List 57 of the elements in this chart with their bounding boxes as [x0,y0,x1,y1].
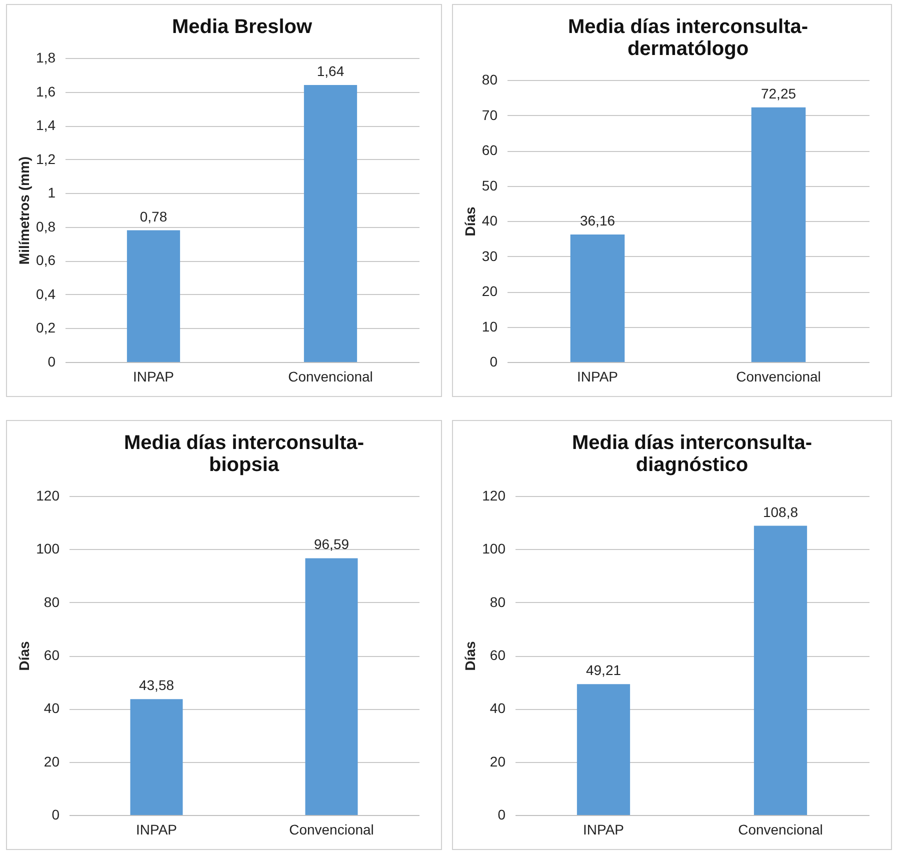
y-tick-label: 0 [498,806,506,822]
y-tick-label: 1,8 [36,50,56,66]
y-tick-label: 40 [44,700,60,716]
y-tick-label: 20 [44,753,60,770]
data-label: 36,16 [580,212,616,229]
x-tick-label: Convencional [288,368,373,384]
y-tick-label: 0 [490,354,498,370]
data-label: 108,8 [762,504,798,520]
y-tick-label: 60 [482,142,498,158]
data-label: 49,21 [586,662,622,678]
y-tick-label: 40 [490,700,506,716]
data-label: 43,58 [138,677,174,694]
y-tick-label: 20 [490,753,506,770]
y-tick-label: 30 [482,248,498,264]
y-tick-label: 20 [482,283,498,299]
x-tick-label: Convencional [738,822,823,838]
y-tick-label: 50 [482,177,498,194]
y-tick-label: 0 [48,354,56,370]
y-tick-label: 0 [52,806,60,822]
y-tick-label: 40 [482,212,498,228]
x-tick-label: Convencional [289,822,374,838]
y-tick-label: 0,6 [36,252,56,268]
y-tick-label: 120 [482,488,506,504]
y-tick-label: 80 [44,594,60,610]
chart-title: Media días interconsulta-diagnóstico [572,432,812,476]
y-tick-label: 100 [36,540,60,557]
y-tick-label: 1,4 [36,117,56,134]
y-tick-label: 60 [490,647,506,663]
y-axis-title: Días [462,206,478,236]
y-axis-title: Días [16,641,32,671]
y-tick-label: 0,2 [36,320,56,336]
y-tick-label: 1,6 [36,83,56,100]
y-tick-label: 1,2 [36,150,56,167]
y-axis-title: Milímetros (mm) [16,156,32,265]
data-label: 96,59 [314,536,350,552]
chart-title: Media días interconsulta-dermatólogo [568,16,808,60]
y-axis-title: Días [462,641,478,671]
data-label: 72,25 [760,85,796,102]
y-tick-label: 80 [490,594,506,610]
x-tick-label: Convencional [736,368,821,384]
y-tick-label: 120 [36,488,60,504]
x-tick-label: INPAP [577,368,618,384]
x-tick-label: INPAP [133,368,174,384]
y-tick-label: 70 [482,106,498,123]
x-tick-label: INPAP [136,822,177,838]
y-tick-label: 1 [48,184,56,201]
data-label: 0,78 [140,208,168,224]
chart-title: Media días interconsulta-biopsia [124,432,364,476]
data-label: 1,64 [316,63,344,80]
y-tick-label: 0,8 [36,218,56,234]
y-tick-label: 10 [482,318,498,334]
y-tick-label: 0,4 [36,286,56,302]
y-tick-label: 100 [482,540,506,557]
y-tick-label: 60 [44,647,60,663]
chart-title: Media Breslow [172,16,312,38]
x-tick-label: INPAP [583,822,624,838]
y-tick-label: 80 [482,72,498,88]
